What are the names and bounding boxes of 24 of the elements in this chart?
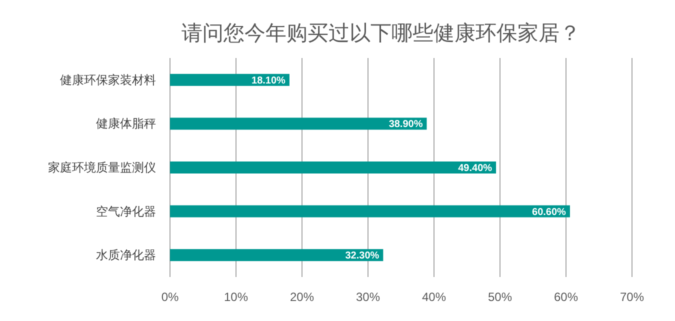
x-tick-label: 10%: [224, 290, 248, 304]
x-tick-label: 30%: [356, 290, 380, 304]
bar: [170, 118, 427, 130]
bar: [170, 74, 290, 86]
bar: [170, 205, 570, 218]
x-tick-label: 20%: [290, 290, 314, 304]
y-tick-label: 健康环保家装材料: [60, 72, 156, 87]
y-tick-label: 水质净化器: [96, 248, 156, 262]
x-tick-label: 50%: [488, 290, 512, 304]
bar: [170, 249, 384, 262]
y-tick-label: 健康体脂秤: [96, 116, 156, 131]
y-tick-label: 家庭环境质量监测仪: [48, 160, 156, 174]
x-tick-label: 40%: [422, 290, 446, 304]
x-tick-label: 70%: [620, 290, 644, 304]
bar: [170, 162, 496, 174]
data-label: 32.30%: [345, 250, 380, 262]
data-label: 18.10%: [252, 75, 286, 86]
data-label: 60.60%: [532, 206, 566, 218]
y-tick-label: 空气净化器: [96, 204, 156, 218]
x-tick-label: 60%: [554, 290, 578, 304]
data-label: 49.40%: [458, 163, 492, 174]
x-tick-label: 0%: [161, 290, 179, 304]
data-label: 38.90%: [388, 119, 423, 130]
chart-title: 请问您今年购买过以下哪些健康环保家居？: [182, 22, 580, 45]
